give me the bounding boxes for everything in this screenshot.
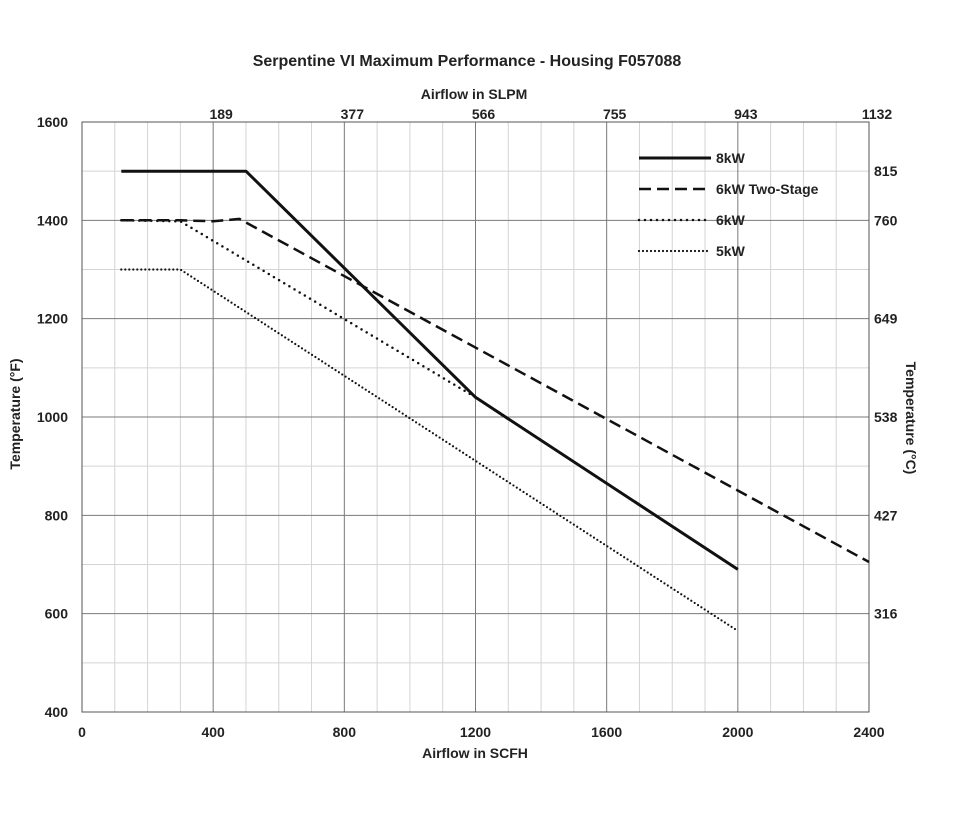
- y-tick-label: 800: [45, 507, 69, 523]
- chart-title: Serpentine VI Maximum Performance - Hous…: [253, 53, 682, 70]
- y-tick-label: 1000: [37, 409, 68, 425]
- legend: 8kW 6kW Two-Stage 6kW 5kW: [639, 150, 819, 259]
- x-tick-label: 800: [333, 724, 357, 740]
- legend-label: 6kW Two-Stage: [716, 181, 819, 197]
- top-axis-title: Airflow in SLPM: [421, 86, 528, 102]
- y2-tick-label: 760: [874, 212, 898, 228]
- x2-tick-label: 943: [734, 106, 758, 122]
- y2-tick-label: 427: [874, 507, 898, 523]
- y-tick-label: 400: [45, 704, 69, 720]
- plot-area: 0 400 800 1200 1600 2000 2400 400 600 800 1000 1200…: [37, 106, 898, 740]
- legend-label: 6kW: [716, 212, 746, 228]
- bottom-axis-title: Airflow in SCFH: [422, 745, 528, 761]
- x2-tick-label: 566: [472, 106, 496, 122]
- legend-label: 8kW: [716, 150, 746, 166]
- x-tick-label: 1600: [591, 724, 622, 740]
- x2-tick-label: 377: [341, 106, 365, 122]
- x-tick-label: 2000: [722, 724, 753, 740]
- y2-tick-label: 538: [874, 409, 898, 425]
- x-tick-label: 0: [78, 724, 86, 740]
- y-tick-label: 600: [45, 606, 69, 622]
- x-tick-label: 2400: [853, 724, 884, 740]
- right-axis-title: Temperature (°C): [903, 362, 919, 475]
- y-tick-label: 1600: [37, 114, 68, 130]
- y-tick-label: 1400: [37, 212, 68, 228]
- x2-tick-label: 755: [603, 106, 627, 122]
- x-tick-label: 1200: [460, 724, 491, 740]
- x-tick-label: 400: [201, 724, 225, 740]
- x2-tick-label: 189: [209, 106, 233, 122]
- left-axis-title: Temperature (°F): [7, 358, 23, 469]
- legend-label: 5kW: [716, 243, 746, 259]
- x2-tick-label: 1132: [862, 106, 893, 122]
- series-line-2: [121, 220, 738, 569]
- series-line-1: [121, 219, 869, 562]
- y2-tick-label: 649: [874, 311, 898, 327]
- y2-tick-label: 815: [874, 163, 898, 179]
- y2-tick-label: 316: [874, 606, 898, 622]
- y-tick-label: 1200: [37, 311, 68, 327]
